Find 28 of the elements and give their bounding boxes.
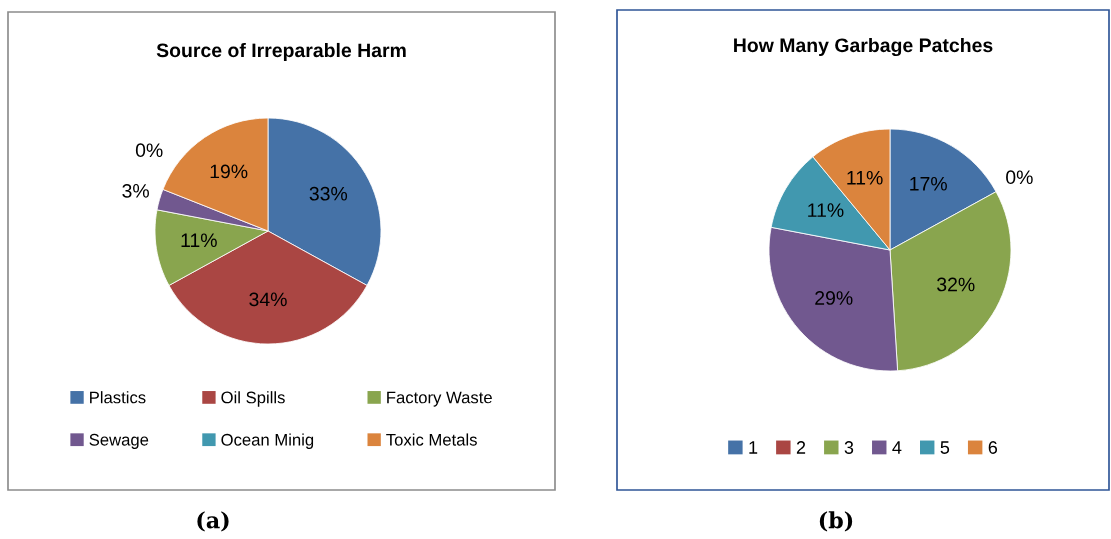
legend-label: 4 (892, 441, 902, 454)
data-label: 11% (808, 203, 844, 217)
legend-label: 3 (844, 441, 854, 454)
legend-label: 6 (988, 441, 998, 454)
data-label: 34% (249, 292, 287, 307)
legend-label: Factory Waste (387, 391, 492, 407)
legend-label: Ocean Minig (221, 433, 314, 449)
data-label: 11% (181, 233, 217, 248)
data-label: 19% (210, 164, 248, 179)
chart-title: Source of Irreparable Harm (156, 42, 406, 62)
data-label: 29% (815, 291, 853, 305)
text: 0% (1006, 170, 1033, 185)
legend-label: Sewage (89, 433, 149, 449)
legend-label: 2 (796, 441, 806, 454)
legend-label: 5 (940, 441, 950, 454)
data-label: 3% (122, 183, 149, 198)
legend-label: 1 (749, 441, 758, 454)
legend-label: Plastics (90, 391, 146, 404)
data-label: 11% (847, 170, 883, 185)
legend-label: Toxic Metals (386, 433, 477, 446)
text: (a) (197, 511, 229, 532)
data-label: 33% (309, 186, 348, 201)
chart-title: How Many Garbage Patches (734, 37, 993, 57)
text: 0% (135, 143, 163, 158)
text: (b) (819, 511, 853, 532)
data-label: 32% (937, 277, 975, 292)
legend-label: Oil Spills (221, 391, 285, 407)
data-label: 17% (910, 176, 947, 191)
